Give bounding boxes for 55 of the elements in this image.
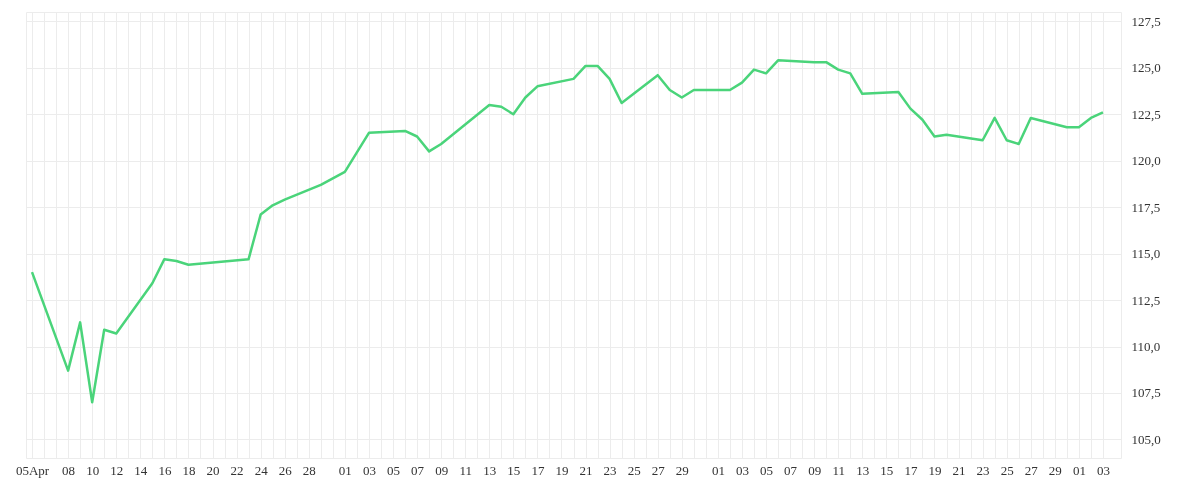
- x-tick-label: 18: [182, 462, 196, 478]
- x-tick-label: 21: [952, 462, 966, 478]
- x-tick-label: 10: [86, 462, 100, 478]
- x-tick-label: 15: [507, 462, 521, 478]
- x-tick-label: 27: [1024, 462, 1039, 478]
- x-tick-label: 26: [278, 462, 293, 478]
- x-tick-label: 25: [1000, 462, 1014, 478]
- x-tick-label: 07: [411, 462, 425, 478]
- x-tick-label: 17: [904, 462, 918, 478]
- x-tick-label: 28: [302, 462, 316, 478]
- y-tick-label: 107,5: [1131, 385, 1161, 401]
- x-tick-label: 20: [206, 462, 220, 478]
- x-tick-label: 01: [1072, 462, 1086, 478]
- x-tick-label: 24: [254, 462, 269, 478]
- x-tick-label: 14: [134, 462, 148, 478]
- x-tick-label: 09: [808, 462, 822, 478]
- x-tick-label: 19: [928, 462, 942, 478]
- y-tick-label: 117,5: [1131, 199, 1161, 215]
- x-tick-label: 03: [735, 462, 749, 478]
- x-tick-label: 05: [387, 462, 401, 478]
- x-tick-label: 11: [832, 462, 845, 478]
- x-tick-label: 29: [675, 462, 689, 478]
- x-tick-label: 08: [62, 462, 76, 478]
- x-tick-label: 05Apr: [15, 462, 50, 478]
- x-tick-label: 09: [435, 462, 449, 478]
- x-tick-label: 17: [531, 462, 545, 478]
- x-tick-label: 03: [362, 462, 376, 478]
- y-tick-label: 115,0: [1131, 246, 1161, 262]
- y-tick-label: 105,0: [1131, 431, 1161, 447]
- x-tick-label: 01: [711, 462, 725, 478]
- x-tick-label: 07: [784, 462, 798, 478]
- x-tick-label: 13: [856, 462, 870, 478]
- y-tick-label: 110,0: [1131, 339, 1161, 354]
- y-tick-label: 122,5: [1131, 106, 1161, 122]
- y-tick-label: 112,5: [1131, 292, 1161, 308]
- y-tick-label: 120,0: [1131, 153, 1161, 169]
- x-tick-label: 25: [627, 462, 641, 478]
- x-tick-label: 21: [579, 462, 593, 478]
- line-series: [30, 59, 1105, 404]
- x-tick-label: 27: [651, 462, 666, 478]
- x-tick-label: 01: [338, 462, 352, 478]
- x-tick-label: 29: [1048, 462, 1062, 478]
- x-tick-label: 15: [880, 462, 894, 478]
- x-tick-label: 05: [760, 462, 774, 478]
- x-tick-label: 16: [158, 462, 172, 478]
- x-tick-label: 23: [603, 462, 617, 478]
- x-tick-label: 19: [555, 462, 569, 478]
- y-tick-label: 127,5: [1131, 13, 1161, 29]
- x-tick-label: 23: [976, 462, 990, 478]
- x-tick-label: 03: [1096, 462, 1110, 478]
- x-tick-label: 11: [459, 462, 472, 478]
- x-tick-label: 22: [230, 462, 244, 478]
- y-tick-label: 125,0: [1131, 60, 1161, 76]
- x-tick-label: 13: [483, 462, 497, 478]
- x-tick-label: 12: [110, 462, 124, 478]
